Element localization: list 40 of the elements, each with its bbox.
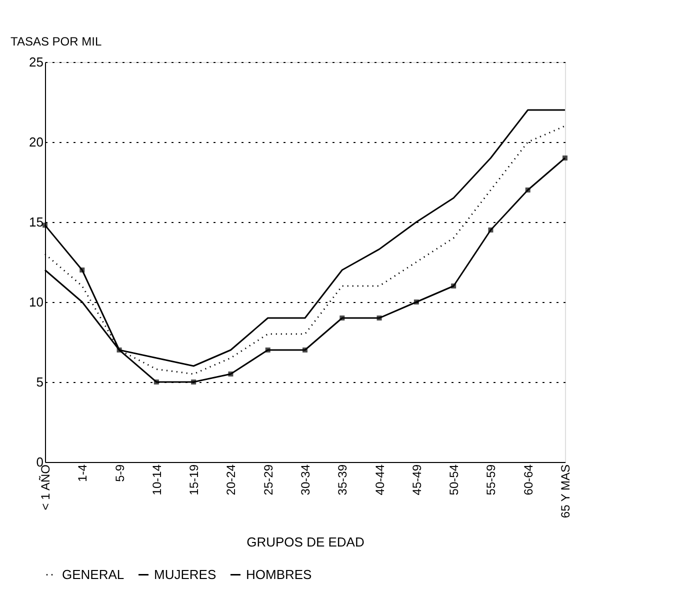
x-tick-label: 20-24 <box>224 464 238 496</box>
x-tick-label: 10-14 <box>150 464 164 496</box>
x-tick-label: 65 Y MAS <box>558 464 572 518</box>
point <box>228 372 234 376</box>
y-axis-title: TASAS POR MIL <box>10 34 102 48</box>
point <box>376 316 382 320</box>
point <box>80 268 85 272</box>
point <box>340 316 345 320</box>
x-tick-label: < 1 AÑO <box>38 464 52 510</box>
x-tick-label: 40-44 <box>372 464 387 496</box>
x-tick-label: 35-39 <box>336 464 350 496</box>
x-axis-title: GRUPOS DE EDAD <box>246 534 364 550</box>
legend-label: MUJERES <box>154 566 216 582</box>
x-tick-label: 25-29 <box>261 464 276 496</box>
x-tick-label: 50-54 <box>447 464 462 496</box>
x-tick-label: 30-34 <box>298 464 312 496</box>
y-tick-label: 25 <box>29 54 44 70</box>
x-tick-label: 5-9 <box>112 464 127 482</box>
point <box>191 380 196 384</box>
point <box>525 188 530 192</box>
y-tick-label: 20 <box>29 134 44 150</box>
x-tick-label: 45-49 <box>410 464 424 496</box>
y-tick-label: 15 <box>29 214 44 230</box>
point <box>562 156 568 160</box>
x-tick-label: 1-4 <box>76 464 90 482</box>
x-tick-label: 60-64 <box>521 464 536 496</box>
point <box>302 348 308 352</box>
point <box>154 380 159 384</box>
legend-label: HOMBRES <box>246 566 312 582</box>
point <box>116 348 122 352</box>
point <box>42 222 48 228</box>
x-tick-label: 55-59 <box>484 464 498 496</box>
point <box>414 300 419 304</box>
point <box>451 284 456 288</box>
legend-label: GENERAL <box>62 566 124 582</box>
point <box>488 228 494 232</box>
y-tick-label: 10 <box>29 294 44 310</box>
point <box>265 348 270 352</box>
y-tick-label: 5 <box>36 374 44 390</box>
x-tick-label: 15-19 <box>187 464 202 496</box>
